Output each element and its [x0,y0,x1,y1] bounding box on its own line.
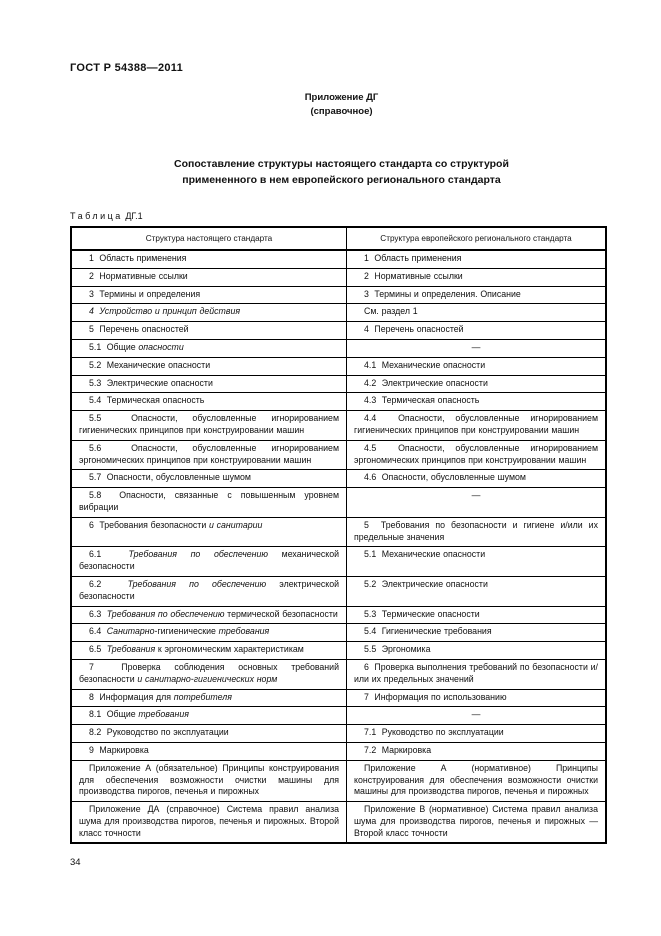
cell-european-standard: 4.1 Механические опасности [346,356,606,376]
cell-current-standard: 6 Требования безопасности и санитарии [71,516,347,547]
cell-current-standard: 7 Проверка соблюдения основных требовани… [71,658,347,690]
comparison-table-body: 1 Область применения 1 Область применения… [71,249,606,844]
table-row: 5.8 Опасности, связанные с повышенным ур… [71,487,606,518]
cell-european-standard: 5.5 Эргономика [346,641,606,660]
cell-european-standard: 5.1 Механические опасности [346,546,606,577]
cell-european-standard: 7.2 Маркировка [346,741,606,761]
table-row: 1 Область применения 1 Область применения [71,249,606,269]
cell-current-standard: 6.1 Требования по обеспечению механическ… [71,546,347,577]
cell-european-standard: 5.3 Термические опасности [346,605,606,624]
cell-current-standard: 5.6 Опасности, обусловленные игнорирован… [71,439,347,470]
cell-european-standard: 5.4 Гигиенические требования [346,623,606,642]
table-row: 6.1 Требования по обеспечению механическ… [71,546,606,577]
table-row: 6 Требования безопасности и санитарии 5 Т… [71,516,606,547]
cell-european-standard: 4.4 Опасности, обусловленные игнорирован… [346,410,606,441]
table-row: 6.5 Требования к эргономическим характер… [71,641,606,660]
cell-current-standard: 4 Устройство и принцип действия [71,303,347,322]
table-row: 5.5 Опасности, обусловленные игнорирован… [71,410,606,441]
appendix-type: (справочное) [310,106,373,117]
table-row: 5.1 Общие опасности — [71,338,606,358]
table-row: 8.1 Общие требования — [71,706,606,725]
table-row: 5.3 Электрические опасности 4.2 Электриче… [71,374,606,393]
cell-current-standard: 5 Перечень опасностей [71,321,347,340]
cell-european-standard: 4.6 Опасности, обусловленные шумом [346,469,606,488]
cell-current-standard: 8.2 Руководство по эксплуатации [71,724,347,743]
cell-current-standard: 9 Маркировка [71,741,347,761]
cell-european-standard: 4.5 Опасности, обусловленные игнорирован… [346,439,606,470]
table-row: 5.4 Термическая опасность 4.3 Термическая… [71,392,606,411]
table-row: 5.7 Опасности, обусловленные шумом 4.6 Оп… [71,469,606,488]
cell-current-standard: 6.2 Требования по обеспечению электричес… [71,575,347,607]
cell-european-standard: 4.2 Электрические опасности [346,374,606,393]
cell-current-standard: 6.5 Требования к эргономическим характер… [71,641,347,660]
cell-european-standard: 6 Проверка выполнения требований по безо… [346,658,606,690]
table-row: 5.6 Опасности, обусловленные игнорирован… [71,439,606,470]
cell-current-standard: 5.7 Опасности, обусловленные шумом [71,469,347,488]
appendix-heading: Приложение ДГ (справочное) [70,91,613,119]
cell-european-standard: 7.1 Руководство по эксплуатации [346,724,606,743]
cell-current-standard: 2 Нормативные ссылки [71,267,347,287]
cell-european-standard: 7 Информация по использованию [346,688,606,707]
appendix-name: Приложение ДГ [304,92,379,103]
cell-european-standard: 3 Термины и определения. Описание [346,285,606,304]
table-row: 6.2 Требования по обеспечению электричес… [71,575,606,607]
table-row: 6.4 Санитарно-гигиенические требования 5.… [71,623,606,642]
table-row: 7 Проверка соблюдения основных требовани… [71,658,606,690]
cell-european-standard: 5 Требования по безопасности и гигиене и… [346,516,606,547]
table-label-word: Таблица [70,211,123,221]
header-row: Структура настоящего стандарта Структура… [71,227,606,251]
cell-european-standard: См. раздел 1 [346,303,606,322]
cell-european-standard: 4.3 Термическая опасность [346,392,606,411]
table-row: 5 Перечень опасностей 4 Перечень опасност… [71,321,606,340]
table-row: 2 Нормативные ссылки 2 Нормативные ссылки [71,267,606,287]
cell-current-standard: Приложение А (обязательное) Принципы кон… [71,759,347,802]
header-european-standard: Структура европейского регионального ста… [346,227,606,251]
cell-european-standard: — [346,487,606,518]
table-row: 8 Информация для потребителя 7 Информация… [71,688,606,707]
cell-current-standard: Приложение ДА (справочное) Система прави… [71,801,347,844]
table-row: 8.2 Руководство по эксплуатации 7.1 Руков… [71,724,606,743]
table-label: Таблица ДГ.1 [70,211,613,221]
header-current-standard: Структура настоящего стандарта [71,227,347,251]
cell-european-standard: 4 Перечень опасностей [346,321,606,340]
table-row: 3 Термины и определения 3 Термины и опред… [71,285,606,304]
cell-current-standard: 6.4 Санитарно-гигиенические требования [71,623,347,642]
cell-current-standard: 5.2 Механические опасности [71,356,347,376]
cell-current-standard: 6.3 Требования по обеспечению термическо… [71,605,347,624]
cell-current-standard: 5.5 Опасности, обусловленные игнорирован… [71,410,347,441]
comparison-table-head: Структура настоящего стандарта Структура… [71,227,606,251]
cell-current-standard: 5.1 Общие опасности [71,338,347,358]
table-row: Приложение ДА (справочное) Система прави… [71,801,606,844]
page-number: 34 [70,857,81,869]
table-row: 6.3 Требования по обеспечению термическо… [71,605,606,624]
cell-european-standard: — [346,338,606,358]
table-label-number: ДГ.1 [125,211,143,221]
cell-current-standard: 8 Информация для потребителя [71,688,347,707]
cell-european-standard: Приложение А (нормативное) Принципы конс… [346,759,606,802]
table-row: 5.2 Механические опасности 4.1 Механическ… [71,356,606,376]
page-title-line-2: примененного в нем европейского регионал… [182,174,501,186]
cell-current-standard: 5.4 Термическая опасность [71,392,347,411]
cell-european-standard: 1 Область применения [346,249,606,269]
cell-current-standard: 3 Термины и определения [71,285,347,304]
table-row: 4 Устройство и принцип действия См. разде… [71,303,606,322]
page-title: Сопоставление структуры настоящего станд… [70,156,613,188]
table-row: Приложение А (обязательное) Принципы кон… [71,759,606,802]
cell-current-standard: 1 Область применения [71,249,347,269]
cell-european-standard: 5.2 Электрические опасности [346,575,606,607]
comparison-table: Структура настоящего стандарта Структура… [70,226,607,845]
document-code: ГОСТ Р 54388—2011 [70,62,184,74]
cell-current-standard: 5.3 Электрические опасности [71,374,347,393]
page-title-line-1: Сопоставление структуры настоящего станд… [174,158,509,170]
table-row: 9 Маркировка 7.2 Маркировка [71,741,606,761]
cell-current-standard: 8.1 Общие требования [71,706,347,725]
cell-european-standard: 2 Нормативные ссылки [346,267,606,287]
cell-european-standard: Приложение В (нормативное) Система прави… [346,801,606,844]
cell-european-standard: — [346,706,606,725]
cell-current-standard: 5.8 Опасности, связанные с повышенным ур… [71,487,347,518]
